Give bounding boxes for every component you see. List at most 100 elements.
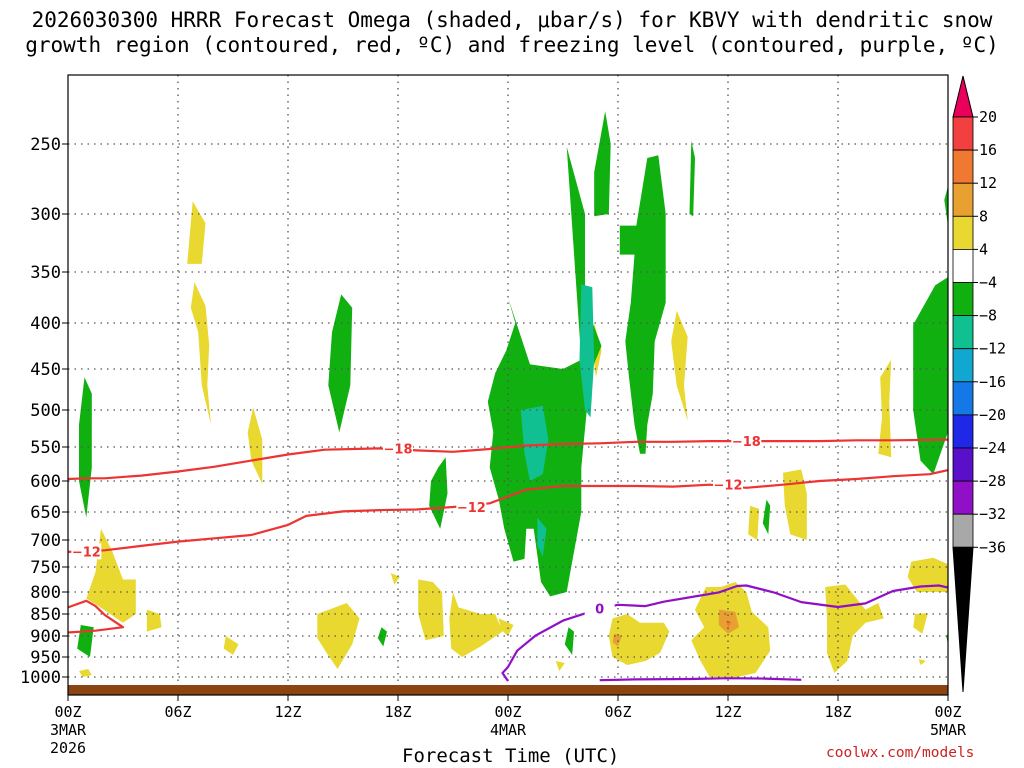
colorbar-label-10: −24 [979,439,1006,457]
title-line-2: growth region (contoured, red, ºC) and f… [25,33,999,57]
omega-region-10 [498,618,514,636]
omega-region-21 [79,669,92,677]
contour-line-2 [68,599,125,634]
ytick-label-600: 600 [30,472,61,492]
colorbar-swatch-7 [952,315,974,350]
omega-region-18 [878,359,892,458]
contour-line-4 [599,677,802,682]
colorbar-label-2: 12 [979,174,997,192]
colorbar-swatch-8 [952,348,974,383]
xtick-sublabel-24: 4MAR [490,721,527,739]
contour-line-3 [501,584,948,682]
omega-region-5 [223,636,239,655]
omega-region-2 [247,407,263,485]
contour-label-3-0: 0 [595,603,604,618]
colorbar-swatch-11 [952,447,974,482]
ytick-label-500: 500 [30,401,61,421]
ytick-label-650: 650 [30,503,61,523]
colorbar-label-3: 8 [979,207,988,225]
colorbar-top-arrow [952,75,974,118]
omega-region-28 [77,625,94,657]
contour-label-bg-1-0 [71,543,102,560]
colorbar-label-5: −4 [979,274,997,292]
omega-region-43 [537,517,547,557]
omega-region-42 [579,284,595,418]
ytick-label-900: 900 [30,627,61,647]
xtick-label-42: 18Z [824,703,851,721]
omega-region-36 [762,499,771,535]
omega-region-19 [907,557,948,592]
contour-label-1-2: −12 [714,479,743,494]
xtick-year-0: 2026 [50,739,86,757]
colorbar-swatch-9 [952,381,974,416]
colorbar-swatch-3 [952,182,974,217]
omega-region-22 [555,661,565,671]
omega-region-38 [913,277,948,475]
omega-region-0 [187,201,206,264]
colorbar-swatch-2 [952,149,974,184]
colorbar-label-13: −36 [979,538,1006,556]
xtick-label-6: 06Z [164,703,191,721]
omega-region-39 [944,186,948,226]
colorbar-label-8: −16 [979,373,1006,391]
xtick-label-18: 18Z [384,703,411,721]
contour-label-bg-1-2 [713,476,743,493]
omega-region-31 [377,627,387,647]
xtick-label-12: 12Z [274,703,301,721]
omega-region-33 [594,111,611,217]
contour-label-0-1: −18 [732,435,761,450]
contour-line-0 [68,438,948,481]
ytick-label-850: 850 [30,605,61,625]
credit-text: coolwx.com/models [826,745,975,761]
contour-label-1-1: −12 [457,501,486,516]
omega-region-37 [564,627,574,655]
omega-region-35 [689,140,695,217]
colorbar: 20 16 12 8 4 −4 −8 −12 −16 −20 −24 −28 −32 −36 [952,75,1006,693]
omega-region-9 [449,592,503,657]
colorbar-swatch-6 [952,282,974,316]
ytick-label-250: 250 [30,135,61,155]
colorbar-label-11: −28 [979,472,1006,490]
omega-region-16 [748,505,760,540]
colorbar-label-4: 4 [979,240,988,258]
colorbar-swatch-1 [952,116,974,151]
omega-region-25 [612,633,622,647]
contour-line-1 [68,469,948,553]
contour-label-bg-0-1 [731,433,762,450]
contour-label-bg-1-1 [456,499,487,516]
colorbar-label-9: −20 [979,406,1006,424]
ytick-label-450: 450 [30,360,61,380]
colorbar-swatch-5 [952,248,974,283]
colorbar-label-1: 16 [979,141,997,159]
omega-region-7 [418,579,444,641]
omega-region-1 [190,282,211,425]
contour-label-bg-0-0 [383,440,413,457]
omega-region-11 [608,614,670,665]
ytick-label-300: 300 [30,205,61,225]
omega-region-27 [79,377,92,518]
xtick-label-30: 06Z [604,703,631,721]
xtick-sublabel-48: 5MAR [930,721,967,739]
ytick-label-550: 550 [30,438,61,458]
colorbar-swatch-4 [952,215,974,250]
chart-title: 2026030300 HRRR Forecast Omega (shaded, … [0,8,1024,58]
ytick-label-350: 350 [30,263,61,283]
ytick-label-400: 400 [30,314,61,334]
omega-region-34 [619,155,666,454]
colorbar-label-7: −12 [979,340,1006,358]
y-axis: 2503003504004505005506006507007508008509… [20,135,68,688]
omega-region-8 [390,573,400,585]
omega-region-4 [146,609,162,632]
colorbar-swatch-12 [952,480,974,515]
colorbar-label-0: 20 [979,108,997,126]
xtick-label-48: 00Z [934,703,961,721]
ytick-label-950: 950 [30,648,61,668]
ytick-label-1000: 1000 [20,668,61,688]
omega-region-30 [429,457,448,529]
colorbar-bottom-arrow [952,546,974,693]
ytick-label-750: 750 [30,558,61,578]
xtick-label-24: 00Z [494,703,521,721]
xtick-label-36: 12Z [714,703,741,721]
contour-label-1-0: −12 [72,545,101,560]
